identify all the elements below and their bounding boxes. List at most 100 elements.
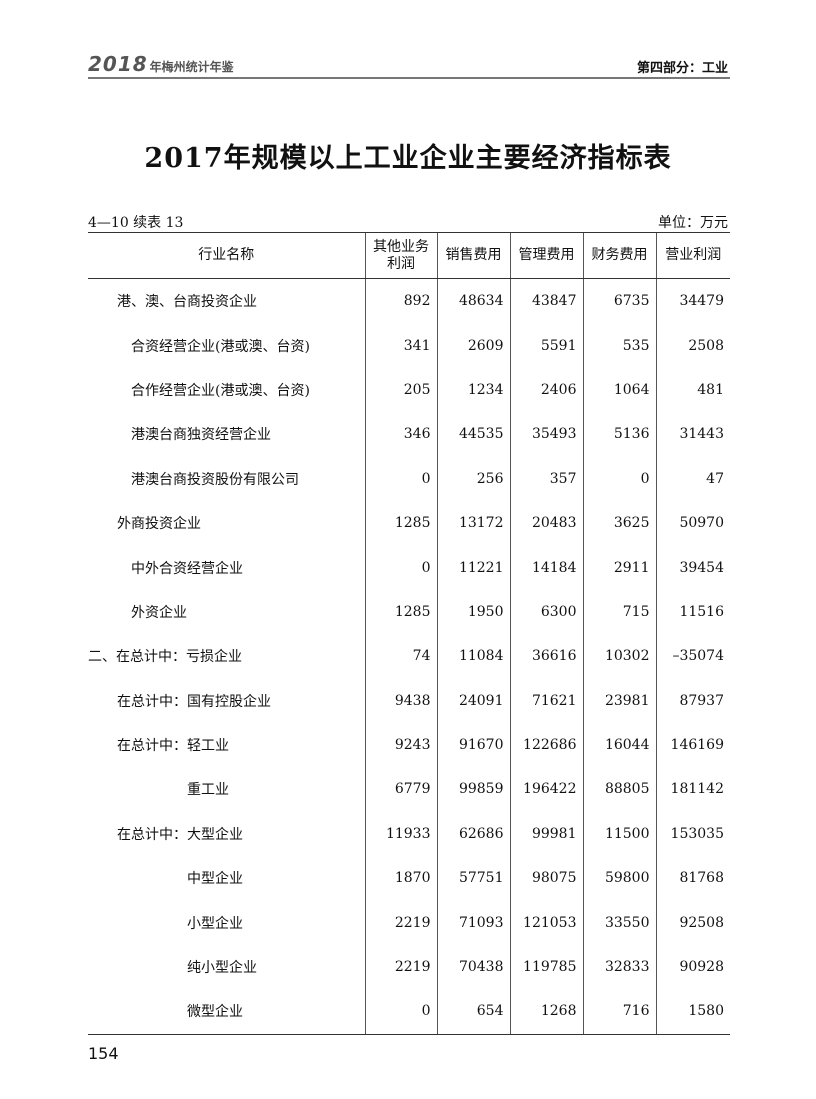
cell-value: 11516: [655, 589, 730, 635]
cell-value: 23981: [582, 678, 656, 723]
col-header: 销售费用: [436, 232, 510, 279]
cell-value: 181142: [655, 767, 730, 812]
cell-value: 70438: [436, 944, 510, 990]
cell-value: 196422: [509, 767, 583, 812]
cell-value: 119785: [509, 944, 583, 990]
table-row: 小型企业 2219 71093 121053 33550 92508: [88, 900, 730, 945]
cell-value: 654: [436, 989, 510, 1035]
cell-value: 35493: [509, 412, 583, 457]
row-label: 合作经营企业(港或澳、台资): [131, 382, 310, 399]
table-row: 纯小型企业 2219 70438 119785 32833 90928: [88, 944, 730, 990]
header-year: 2018: [88, 52, 148, 76]
cell-value: 1285: [364, 589, 437, 635]
cell-value: 0: [582, 456, 656, 501]
cell-value: 50970: [655, 500, 730, 546]
row-label: 外商投资企业: [117, 516, 201, 533]
cell-value: 535: [582, 323, 656, 368]
cell-value: 91670: [436, 722, 510, 768]
cell-value: 47: [655, 456, 730, 501]
cell-value: 9438: [364, 678, 437, 723]
cell-value: 10302: [582, 634, 656, 679]
col-header: 行业名称: [88, 232, 365, 279]
col-header: 财务费用: [582, 232, 656, 279]
row-label: 在总计中：轻工业: [117, 738, 229, 755]
cell-value: 892: [364, 278, 437, 324]
unit-label: 单位：万元: [658, 215, 728, 231]
cell-value: 256: [436, 456, 510, 501]
cell-value: 121053: [509, 900, 583, 945]
row-label: 纯小型企业: [187, 960, 257, 977]
table-row: 港澳台商独资经营企业 346 44535 35493 5136 31443: [88, 412, 730, 457]
cell-value: 1268: [509, 989, 583, 1035]
cell-value: 99981: [509, 811, 583, 857]
cell-value: 99859: [436, 767, 510, 812]
cell-value: 88805: [582, 767, 656, 812]
cell-value: 71093: [436, 900, 510, 945]
cell-value: 6300: [509, 589, 583, 635]
table-row: 外商投资企业 1285 13172 20483 3625 50970: [88, 500, 730, 546]
cell-value: 2219: [364, 900, 437, 945]
table-row: 重工业 6779 99859 196422 88805 181142: [88, 767, 730, 812]
cell-value: –35074: [655, 634, 730, 679]
cell-value: 11084: [436, 634, 510, 679]
cell-value: 1580: [655, 989, 730, 1035]
cell-value: 153035: [655, 811, 730, 857]
cell-value: 71621: [509, 678, 583, 723]
cell-value: 81768: [655, 856, 730, 901]
cell-value: 0: [364, 545, 437, 590]
table-header-row: 行业名称 其他业务利润 销售费用 管理费用 财务费用 营业利润: [88, 232, 730, 279]
cell-value: 11221: [436, 545, 510, 590]
cell-value: 59800: [582, 856, 656, 901]
row-label: 中型企业: [187, 871, 243, 888]
cell-value: 90928: [655, 944, 730, 990]
table-row: 微型企业 0 654 1268 716 1580: [88, 989, 730, 1035]
row-label: 港、澳、台商投资企业: [117, 294, 257, 311]
cell-value: 11933: [364, 811, 437, 857]
cell-value: 48634: [436, 278, 510, 324]
cell-value: 2219: [364, 944, 437, 990]
cell-value: 31443: [655, 412, 730, 457]
cell-value: 87937: [655, 678, 730, 723]
col-header-text: 其他业务利润: [372, 238, 429, 272]
cell-value: 716: [582, 989, 656, 1035]
table-row: 中型企业 1870 57751 98075 59800 81768: [88, 856, 730, 901]
cell-value: 92508: [655, 900, 730, 945]
cell-value: 1950: [436, 589, 510, 635]
cell-value: 24091: [436, 678, 510, 723]
row-label: 中外合资经营企业: [131, 560, 243, 577]
row-label: 小型企业: [187, 915, 243, 932]
row-label: 合资经营企业(港或澳、台资): [131, 338, 310, 355]
row-label: 在总计中：大型企业: [117, 826, 243, 843]
table-row: 在总计中：轻工业 9243 91670 122686 16044 146169: [88, 722, 730, 768]
cell-value: 481: [655, 367, 730, 413]
cell-value: 62686: [436, 811, 510, 857]
row-label: 微型企业: [88, 989, 365, 1035]
table-row: 在总计中：大型企业 11933 62686 99981 11500 153035: [88, 811, 730, 857]
cell-value: 0: [364, 456, 437, 501]
cell-value: 14184: [509, 545, 583, 590]
cell-value: 32833: [582, 944, 656, 990]
header-section: 第四部分：工业: [636, 61, 728, 76]
col-header: 营业利润: [655, 232, 730, 279]
cell-value: 346: [364, 412, 437, 457]
statistics-table: 行业名称 其他业务利润 销售费用 管理费用 财务费用 营业利润 港、澳、台商投资…: [88, 232, 730, 1035]
row-label: 二、在总计中：亏损企业: [88, 649, 242, 666]
cell-value: 5136: [582, 412, 656, 457]
col-header: 管理费用: [509, 232, 583, 279]
row-label: 外资企业: [131, 604, 187, 621]
cell-value: 74: [364, 634, 437, 679]
cell-value: 3625: [582, 500, 656, 546]
cell-value: 9243: [364, 722, 437, 768]
cell-value: 98075: [509, 856, 583, 901]
header-rule: [88, 77, 730, 79]
cell-value: 13172: [436, 500, 510, 546]
running-header-book: 2018 年梅州统计年鉴: [88, 52, 234, 76]
cell-value: 0: [364, 989, 437, 1035]
cell-value: 2508: [655, 323, 730, 368]
cell-value: 39454: [655, 545, 730, 590]
cell-value: 6779: [364, 767, 437, 812]
cell-value: 36616: [509, 634, 583, 679]
table-row: 港澳台商投资股份有限公司 0 256 357 0 47: [88, 456, 730, 501]
row-label: 在总计中：国有控股企业: [117, 693, 271, 710]
cell-value: 6735: [582, 278, 656, 324]
